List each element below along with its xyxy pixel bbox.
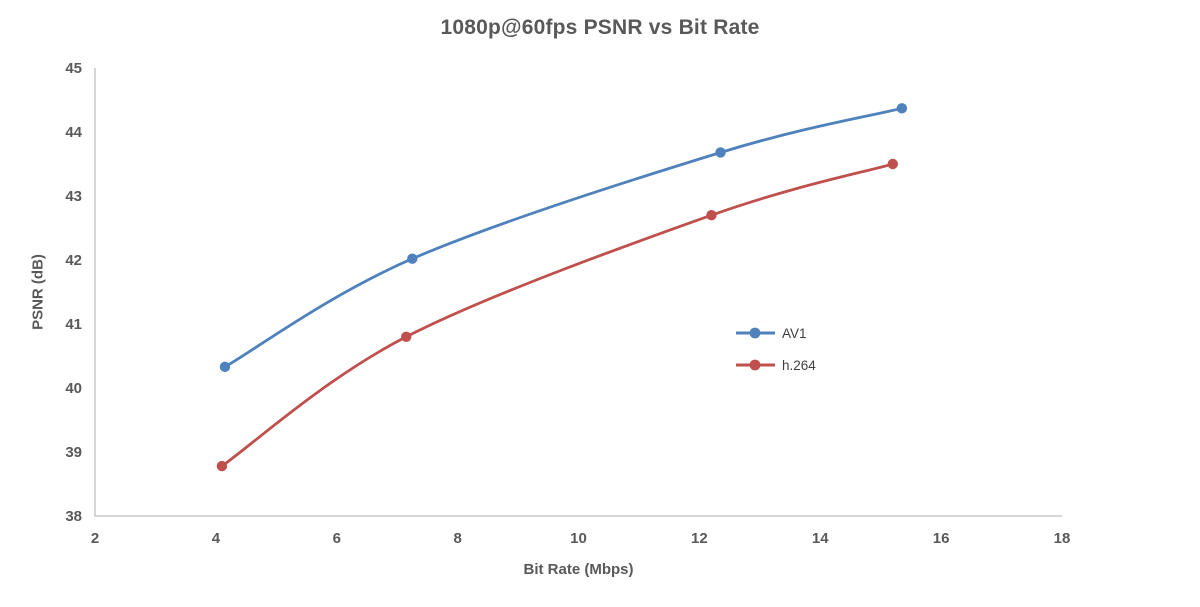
x-tick-label: 12: [691, 530, 708, 547]
legend-label-h264: h.264: [782, 357, 816, 373]
x-tick-label: 10: [570, 530, 587, 547]
legend: AV1 h.264: [735, 324, 816, 388]
y-tick-label: 42: [65, 252, 82, 269]
data-point-h264: [401, 331, 412, 342]
data-point-h264: [706, 210, 717, 221]
y-tick-label: 43: [65, 188, 82, 205]
x-tick-label: 14: [812, 530, 829, 547]
data-point-AV1: [407, 253, 418, 264]
legend-item-h264: h.264: [735, 356, 816, 374]
y-tick-label: 40: [65, 380, 82, 397]
chart-title: 1080p@60fps PSNR vs Bit Rate: [440, 16, 760, 39]
x-tick-label: 2: [91, 530, 99, 547]
y-tick-label: 38: [65, 508, 82, 525]
data-point-h264: [887, 158, 898, 170]
x-tick-label: 8: [453, 530, 461, 547]
data-point-AV1: [715, 147, 726, 158]
series-line-h264: [220, 162, 895, 468]
x-tick-label: 16: [933, 530, 950, 547]
y-axis-title: PSNR (dB): [29, 254, 47, 330]
x-tick-label: 18: [1054, 530, 1071, 547]
series-line-AV1: [223, 106, 904, 369]
legend-item-av1: AV1: [735, 324, 816, 342]
axis-lines: [94, 68, 1062, 517]
x-tick-label: 4: [212, 530, 221, 547]
data-point-AV1: [896, 103, 908, 114]
data-point-h264: [216, 460, 228, 472]
data-point-AV1: [219, 361, 231, 373]
x-axis-title: Bit Rate (Mbps): [523, 561, 634, 578]
y-tick-label: 45: [65, 60, 82, 77]
y-tick-label: 41: [65, 316, 82, 333]
y-tick-label: 39: [65, 444, 82, 461]
x-tick-label: 6: [333, 530, 341, 547]
y-tick-label: 44: [65, 124, 82, 141]
legend-marker-h264: [736, 359, 775, 371]
legend-label-av1: AV1: [782, 325, 807, 341]
legend-marker-av1: [736, 327, 775, 339]
